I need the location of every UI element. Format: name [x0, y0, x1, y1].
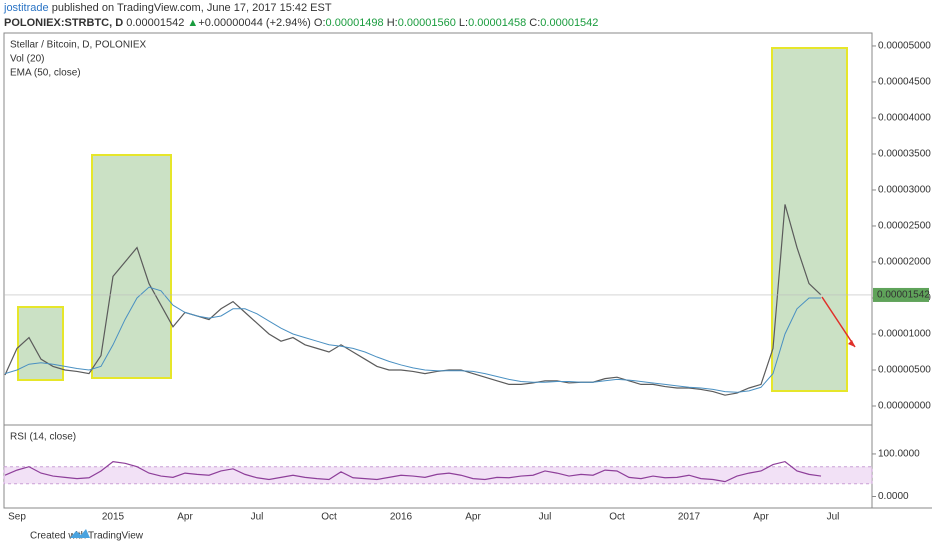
author[interactable]: jostitrade: [4, 2, 49, 14]
highlight-box: [771, 47, 848, 392]
o-label: O:: [313, 17, 326, 29]
l-label: L:: [458, 17, 469, 29]
y-tick-label: 0.00003500: [878, 149, 931, 160]
l: 0.00001458: [468, 17, 527, 29]
chart-title: Stellar / Bitcoin, D, POLONIEX: [10, 40, 146, 51]
y-tick-label: 0.00002000: [878, 257, 931, 268]
last-price-label: 0.00001542: [877, 290, 930, 301]
y-tick-label: 0.0000: [878, 491, 909, 502]
arrow-line: [821, 296, 856, 348]
x-tick-label: Jul: [251, 512, 264, 523]
x-tick-label: Jul: [539, 512, 552, 523]
c: 0.00001542: [540, 17, 599, 29]
h: 0.00001560: [397, 17, 456, 29]
y-tick-label: 0.00000000: [878, 401, 931, 412]
y-tick-label: 0.00005000: [878, 41, 931, 52]
x-tick-label: Apr: [465, 512, 481, 523]
highlight-box: [91, 154, 172, 379]
x-tick-label: Oct: [321, 512, 337, 523]
header-line: jostitrade published on TradingView.com,…: [4, 2, 332, 14]
x-tick-label: Apr: [177, 512, 193, 523]
rsi-title: RSI (14, close): [10, 432, 76, 443]
x-tick-label: Sep: [8, 512, 26, 523]
series-line: [4, 204, 822, 396]
indicator-label: Vol (20): [10, 54, 44, 65]
series-line: [4, 460, 822, 483]
arrow-head: [848, 340, 855, 347]
last-price-box: [873, 287, 929, 302]
y-tick-label: 0.00004500: [878, 77, 931, 88]
y-tick-label: 0.00004000: [878, 113, 931, 124]
x-tick-label: Jul: [827, 512, 840, 523]
logo: [70, 529, 90, 538]
x-tick-label: 2017: [678, 512, 701, 523]
indicator-label: EMA (50, close): [10, 68, 81, 79]
price: 0.00001542: [126, 17, 185, 29]
y-tick-label: 0.00001000: [878, 329, 931, 340]
footer-brand[interactable]: TradingView: [88, 531, 144, 542]
symbol: POLONIEX:STRBTC, D: [4, 17, 124, 29]
series-line: [4, 286, 821, 393]
x-tick-label: 2015: [102, 512, 125, 523]
symbol-line: POLONIEX:STRBTC, D 0.00001542 ▲+0.000000…: [4, 17, 598, 29]
y-tick-label: 0.00003000: [878, 185, 931, 196]
change: +0.00000044 (+2.94%): [198, 17, 311, 29]
arrow: ▲: [187, 17, 199, 29]
footer-created: Created with: [30, 531, 86, 542]
x-tick-label: 2016: [390, 512, 413, 523]
y-tick-label: 0.00002500: [878, 221, 931, 232]
c-label: C:: [529, 17, 541, 29]
x-tick-label: Apr: [753, 512, 769, 523]
highlight-box: [17, 306, 64, 381]
y-tick-label: 0.00000500: [878, 365, 931, 376]
h-label: H:: [386, 17, 398, 29]
published: published on TradingView.com, June 17, 2…: [51, 2, 332, 14]
o: 0.00001498: [325, 17, 384, 29]
x-tick-label: Oct: [609, 512, 625, 523]
y-tick-label: 100.0000: [878, 449, 920, 460]
